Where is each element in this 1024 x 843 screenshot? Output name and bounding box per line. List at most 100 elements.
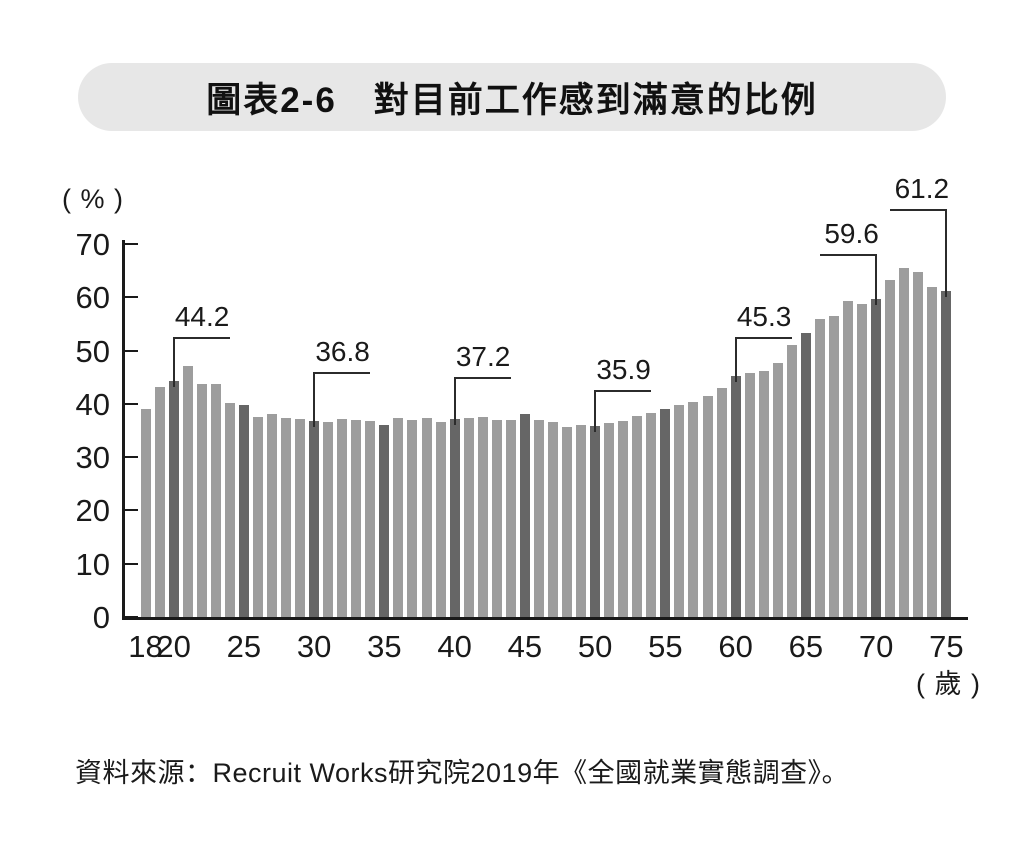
bar-age-29 [295, 418, 306, 617]
bar-age-42 [477, 416, 488, 617]
bar-age-30 [309, 420, 320, 617]
bar-age-49 [576, 425, 587, 617]
callout-leader-horizontal [172, 337, 230, 339]
y-axis-line [122, 240, 125, 620]
callout-leader-horizontal [890, 209, 948, 211]
bar-age-60 [730, 375, 741, 617]
source-note: 資料來源：Recruit Works研究院2019年《全國就業實態調查》。 [75, 758, 850, 788]
x-tick-label: 65 [788, 629, 824, 664]
y-tick [125, 509, 138, 512]
x-tick-label: 40 [437, 629, 472, 664]
bar-age-61 [744, 372, 755, 617]
callout-value-label: 45.3 [736, 301, 792, 332]
callout-value-label: 37.2 [455, 341, 511, 372]
bar-age-56 [674, 405, 685, 617]
bar-age-64 [786, 345, 797, 617]
bar-age-58 [702, 395, 713, 617]
bar-age-28 [281, 417, 291, 617]
bar-age-27 [266, 413, 277, 617]
x-tick-label: 50 [577, 629, 613, 664]
bar-age-36 [393, 418, 404, 617]
bar-age-71 [885, 279, 896, 617]
x-tick-label: 20 [156, 629, 191, 664]
y-tick [125, 616, 138, 618]
bar-age-51 [604, 422, 615, 617]
bar-age-66 [814, 319, 825, 617]
bar-age-67 [828, 315, 839, 617]
bar-age-25 [238, 404, 249, 617]
bar-age-48 [562, 426, 572, 617]
bar-age-54 [646, 412, 657, 617]
x-axis-line [122, 617, 968, 620]
y-tick [125, 242, 138, 245]
bar-age-37 [407, 419, 418, 617]
bar-age-74 [927, 286, 938, 617]
bar-age-39 [435, 422, 446, 617]
bar-age-43 [491, 419, 502, 617]
bar-age-55 [660, 409, 671, 617]
callout-leader-vertical [875, 254, 878, 306]
bar-age-23 [210, 384, 221, 617]
callout-leader-horizontal [313, 372, 371, 374]
bar-age-68 [843, 301, 853, 617]
bar-age-45 [519, 414, 530, 617]
callout-leader-horizontal [594, 390, 652, 392]
bar-age-31 [323, 421, 334, 617]
bar-age-21 [182, 366, 193, 617]
y-tick-label: 40 [75, 386, 110, 422]
bar-age-52 [618, 420, 629, 617]
y-tick-label: 50 [75, 333, 110, 369]
y-tick [125, 456, 138, 459]
y-tick-label: 70 [75, 226, 110, 262]
bar-age-44 [505, 419, 516, 617]
bar-age-70 [871, 299, 882, 617]
bar-age-59 [716, 387, 727, 617]
bar-age-22 [196, 383, 207, 617]
y-tick-label: 0 [92, 600, 110, 635]
x-tick-label: 60 [718, 629, 753, 664]
y-tick-label: 60 [75, 280, 110, 316]
x-tick-label: 35 [367, 629, 402, 664]
bar-age-62 [758, 370, 769, 617]
callout-value-label: 61.2 [894, 173, 950, 204]
bar-age-26 [252, 416, 263, 617]
callout-leader-vertical [453, 377, 456, 425]
bar-age-75 [941, 290, 952, 617]
bar-age-32 [337, 418, 348, 617]
bar-age-20 [168, 381, 179, 617]
x-tick-label: 75 [929, 629, 964, 664]
bar-age-69 [857, 303, 868, 617]
y-tick [125, 402, 138, 405]
bar-age-24 [224, 402, 235, 617]
y-tick [125, 349, 138, 352]
callout-value-label: 59.6 [824, 218, 879, 249]
x-tick-label: 70 [858, 629, 894, 664]
callout-leader-vertical [734, 337, 737, 382]
bar-age-18 [140, 409, 151, 617]
callout-leader-horizontal [453, 377, 511, 379]
x-tick-label: 55 [648, 629, 683, 664]
callout-value-label: 44.2 [174, 301, 230, 332]
bar-age-41 [463, 417, 474, 617]
bar-age-63 [772, 362, 783, 617]
chart-title: 圖表2-6 對目前工作感到滿意的比例 [206, 80, 818, 120]
bar-age-38 [421, 418, 432, 617]
bar-age-72 [899, 267, 910, 617]
y-tick-label: 10 [75, 546, 110, 582]
bar-age-73 [913, 271, 924, 617]
callout-leader-vertical [594, 390, 597, 432]
bar-age-47 [547, 422, 558, 617]
bar-age-46 [533, 420, 544, 617]
chart-title-pill: 圖表2-6 對目前工作感到滿意的比例 [78, 63, 946, 131]
callout-leader-horizontal [734, 337, 792, 339]
bar-age-34 [365, 420, 376, 617]
bar-age-65 [800, 332, 811, 617]
callout-value-label: 36.8 [315, 336, 370, 367]
callout-leader-vertical [313, 372, 316, 427]
bar-age-19 [154, 386, 165, 617]
x-tick-label: 18 [128, 629, 163, 664]
bar-age-53 [632, 415, 643, 617]
x-axis-unit-label: ( 歲 ) [916, 669, 981, 699]
y-axis-unit-label: ( % ) [62, 184, 124, 214]
callout-leader-vertical [172, 337, 175, 388]
